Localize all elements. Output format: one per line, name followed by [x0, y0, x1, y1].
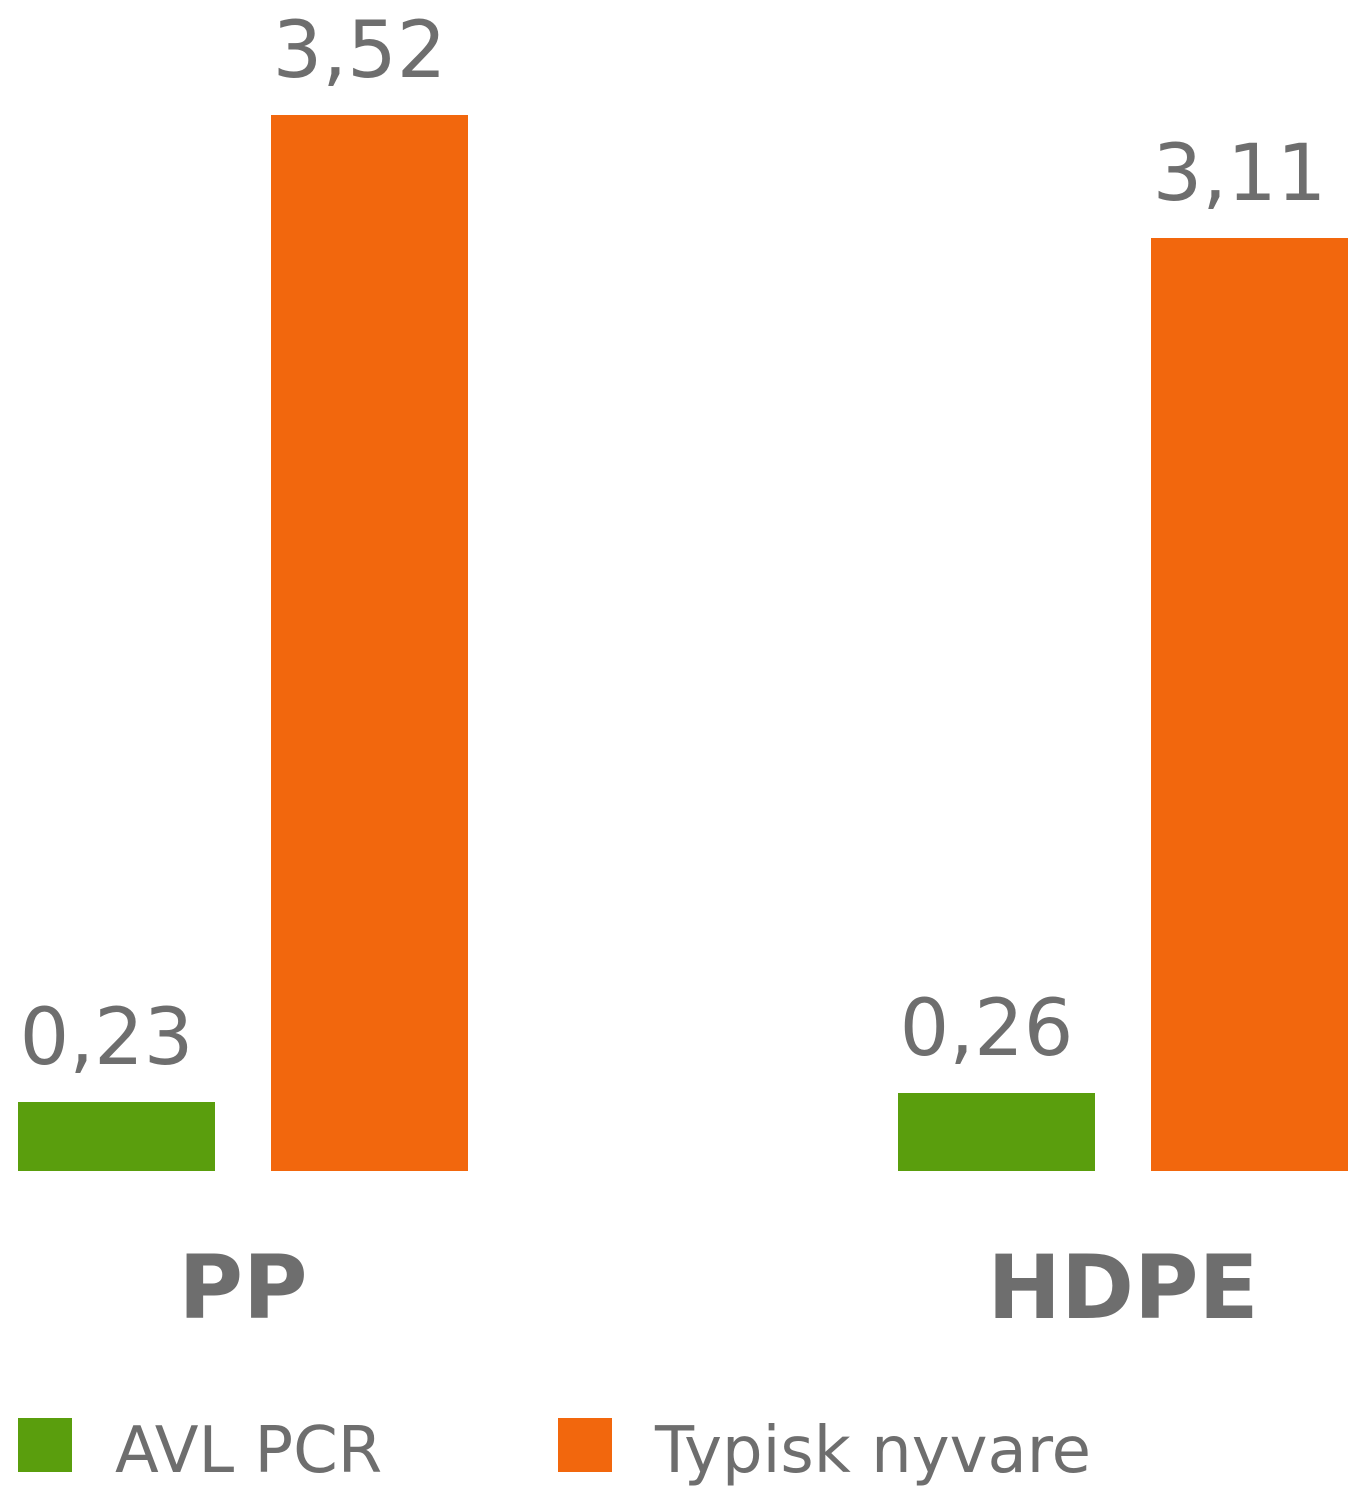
category-label: PP [179, 1236, 308, 1339]
value-label: 3,11 [1153, 129, 1327, 219]
legend-label: AVL PCR [115, 1414, 382, 1488]
bar [18, 1102, 215, 1171]
legend-swatch [558, 1418, 612, 1472]
value-label: 0,26 [900, 984, 1074, 1074]
value-label: 0,23 [20, 993, 194, 1083]
bar [898, 1093, 1095, 1171]
legend-label: Typisk nyvare [654, 1414, 1091, 1488]
bar [271, 115, 468, 1171]
bar [1151, 238, 1348, 1171]
value-label: 3,52 [273, 6, 447, 96]
legend-swatch [18, 1418, 72, 1472]
category-label: HDPE [987, 1236, 1258, 1339]
